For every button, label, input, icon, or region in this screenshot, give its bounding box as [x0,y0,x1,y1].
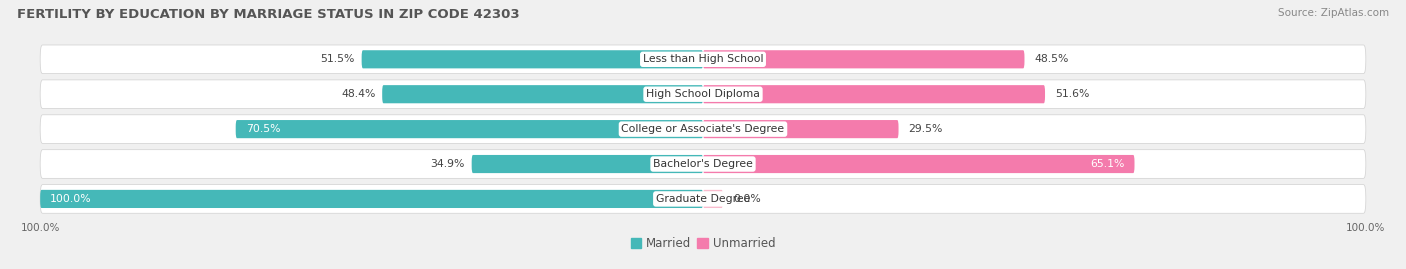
FancyBboxPatch shape [361,50,703,68]
FancyBboxPatch shape [703,155,1135,173]
FancyBboxPatch shape [41,190,703,208]
Text: 65.1%: 65.1% [1090,159,1125,169]
Text: 51.5%: 51.5% [321,54,354,64]
Text: High School Diploma: High School Diploma [647,89,759,99]
Text: 48.4%: 48.4% [342,89,375,99]
FancyBboxPatch shape [41,150,1365,178]
FancyBboxPatch shape [41,45,1365,74]
FancyBboxPatch shape [41,185,1365,213]
Text: Graduate Degree: Graduate Degree [655,194,751,204]
Text: Bachelor's Degree: Bachelor's Degree [652,159,754,169]
FancyBboxPatch shape [41,80,1365,108]
FancyBboxPatch shape [703,120,898,138]
FancyBboxPatch shape [703,50,1025,68]
FancyBboxPatch shape [41,115,1365,143]
FancyBboxPatch shape [382,85,703,103]
Legend: Married, Unmarried: Married, Unmarried [626,232,780,255]
Text: Source: ZipAtlas.com: Source: ZipAtlas.com [1278,8,1389,18]
Text: 51.6%: 51.6% [1054,89,1090,99]
Text: 48.5%: 48.5% [1035,54,1069,64]
FancyBboxPatch shape [703,190,723,208]
Text: 70.5%: 70.5% [246,124,280,134]
Text: 34.9%: 34.9% [430,159,465,169]
Text: 100.0%: 100.0% [51,194,91,204]
Text: Less than High School: Less than High School [643,54,763,64]
FancyBboxPatch shape [236,120,703,138]
Text: 29.5%: 29.5% [908,124,943,134]
FancyBboxPatch shape [471,155,703,173]
Text: 0.0%: 0.0% [733,194,761,204]
Text: FERTILITY BY EDUCATION BY MARRIAGE STATUS IN ZIP CODE 42303: FERTILITY BY EDUCATION BY MARRIAGE STATU… [17,8,519,21]
Text: College or Associate's Degree: College or Associate's Degree [621,124,785,134]
FancyBboxPatch shape [703,85,1045,103]
